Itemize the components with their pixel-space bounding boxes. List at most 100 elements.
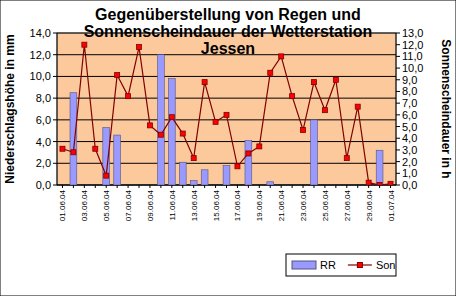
bar bbox=[201, 170, 208, 185]
marker bbox=[93, 146, 98, 151]
bar bbox=[114, 135, 121, 185]
tick bbox=[53, 163, 57, 164]
tick-label: 19.06.04 bbox=[255, 189, 264, 221]
bar bbox=[256, 185, 263, 186]
tick-label: 8,0 bbox=[36, 92, 51, 104]
tick bbox=[368, 185, 369, 188]
tick-label: 3,0 bbox=[402, 144, 417, 156]
marker bbox=[213, 119, 218, 124]
tick-label: 12,0 bbox=[402, 39, 423, 51]
marker bbox=[82, 42, 87, 47]
tick bbox=[396, 126, 400, 127]
tick bbox=[106, 185, 107, 188]
tick bbox=[53, 141, 57, 142]
marker bbox=[290, 94, 295, 99]
bar bbox=[300, 185, 307, 186]
tick bbox=[53, 33, 57, 34]
tick bbox=[324, 185, 325, 188]
tick bbox=[303, 185, 304, 188]
axis bbox=[396, 33, 397, 185]
tick-label: 12,0 bbox=[30, 49, 51, 61]
bar bbox=[70, 93, 77, 185]
grid-line bbox=[57, 119, 396, 120]
tick bbox=[62, 185, 63, 188]
marker bbox=[158, 132, 163, 137]
plot-area bbox=[57, 33, 396, 185]
tick bbox=[390, 185, 391, 188]
tick-label: 13.06.04 bbox=[190, 189, 199, 221]
bar bbox=[267, 182, 274, 185]
chart: 0,02,04,06,08,010,012,014,00,01,02,03,04… bbox=[0, 0, 456, 296]
tick-label: 14,0 bbox=[30, 27, 51, 39]
tick-label: 11.06.04 bbox=[168, 189, 177, 220]
tick-label: 9,0 bbox=[402, 74, 417, 86]
tick bbox=[226, 185, 227, 188]
tick-label: 05.06.04 bbox=[102, 189, 111, 221]
marker bbox=[257, 144, 262, 149]
bar bbox=[157, 55, 164, 185]
tick-label: 1,0 bbox=[402, 167, 417, 179]
tick bbox=[215, 185, 216, 188]
tick-label: 2,0 bbox=[36, 157, 51, 169]
marker bbox=[246, 151, 251, 156]
background bbox=[0, 0, 456, 296]
tick bbox=[335, 185, 336, 188]
marker bbox=[279, 54, 284, 59]
bar bbox=[234, 185, 241, 186]
title-line: Gegenüberstellung von Regen und bbox=[95, 6, 361, 23]
tick-label: 6,0 bbox=[402, 109, 417, 121]
bar bbox=[179, 162, 186, 185]
tick-label: 03.06.04 bbox=[80, 189, 89, 221]
tick bbox=[396, 161, 400, 162]
tick bbox=[396, 149, 400, 150]
tick-label: 13,0 bbox=[402, 27, 423, 39]
marker bbox=[180, 131, 185, 136]
legend-label: RR bbox=[320, 259, 336, 271]
legend-box bbox=[286, 254, 396, 276]
bar bbox=[311, 120, 318, 185]
tick bbox=[396, 44, 400, 45]
tick-label: 5,0 bbox=[402, 121, 417, 133]
bar bbox=[354, 185, 361, 186]
tick bbox=[171, 185, 172, 188]
marker bbox=[301, 128, 306, 133]
marker bbox=[268, 70, 273, 75]
axis-label: Sonnenscheindauer in h bbox=[439, 39, 453, 178]
marker bbox=[202, 80, 207, 85]
bar bbox=[245, 140, 252, 185]
tick bbox=[204, 185, 205, 188]
tick-label: 0,0 bbox=[402, 179, 417, 191]
marker bbox=[224, 112, 229, 117]
tick bbox=[396, 91, 400, 92]
marker bbox=[235, 164, 240, 169]
tick-label: 7,0 bbox=[402, 97, 417, 109]
bar bbox=[136, 185, 143, 186]
bar bbox=[212, 185, 219, 186]
legend-swatch bbox=[292, 261, 316, 269]
tick-label: 10,0 bbox=[30, 70, 51, 82]
tick bbox=[149, 185, 150, 188]
tick bbox=[160, 185, 161, 188]
marker bbox=[115, 73, 120, 78]
tick-label: 21.06.04 bbox=[277, 189, 286, 221]
title-line: Jessen bbox=[201, 40, 255, 57]
marker bbox=[104, 173, 109, 178]
bar bbox=[81, 185, 88, 186]
tick-label: 0,0 bbox=[36, 179, 51, 191]
tick-label: 29.06.04 bbox=[365, 189, 374, 221]
title: Gegenüberstellung von Regen undSonnensch… bbox=[84, 6, 373, 57]
axis-label: Niederschlagshöhe in mm bbox=[3, 34, 17, 183]
tick bbox=[346, 185, 347, 188]
tick-label: 27.06.04 bbox=[343, 189, 352, 221]
tick-label: 11,0 bbox=[402, 50, 423, 62]
legend-marker bbox=[357, 263, 362, 268]
grid-line bbox=[57, 98, 396, 99]
legend: RRSon bbox=[286, 254, 396, 276]
tick-label: 8,0 bbox=[402, 85, 417, 97]
tick bbox=[182, 185, 183, 188]
tick-label: 25.06.04 bbox=[321, 189, 330, 221]
marker bbox=[344, 156, 349, 161]
tick bbox=[396, 56, 400, 57]
marker bbox=[311, 80, 316, 85]
tick bbox=[396, 103, 400, 104]
